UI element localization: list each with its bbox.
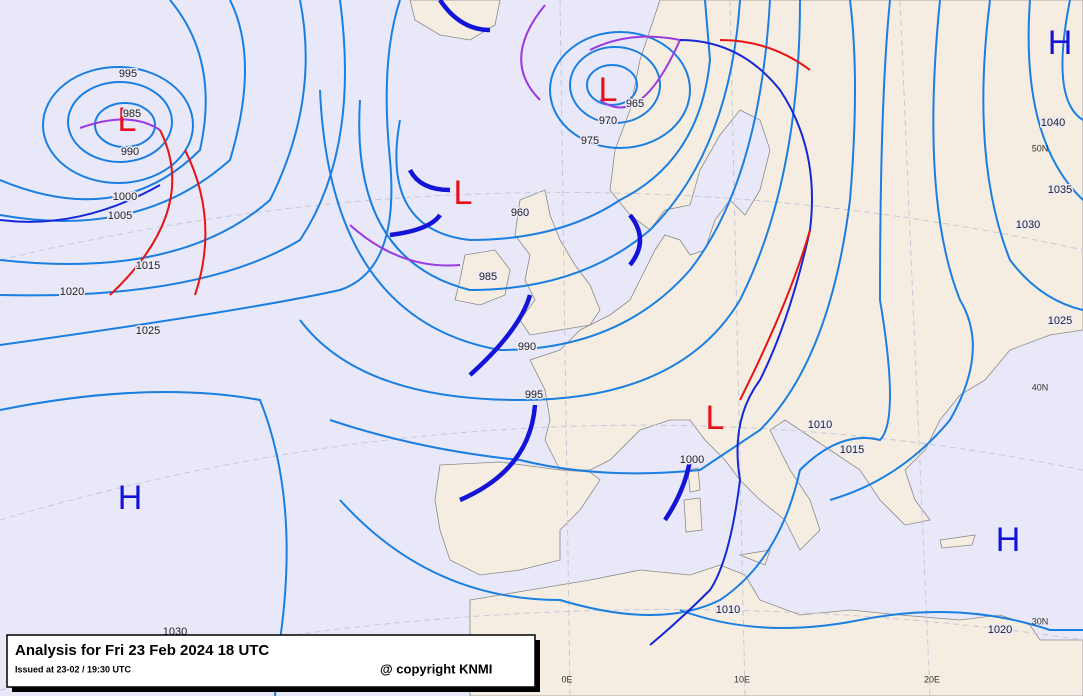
isobar bbox=[0, 0, 401, 346]
latitude-label: 40N bbox=[1032, 382, 1049, 392]
isobar bbox=[0, 391, 288, 696]
occluded-front bbox=[349, 224, 461, 267]
isobar bbox=[0, 0, 207, 201]
isobar bbox=[42, 66, 194, 184]
isobar bbox=[395, 0, 712, 242]
cold-front bbox=[649, 39, 813, 646]
isobar-label: 1040 bbox=[1041, 117, 1065, 129]
isobar-label: 995 bbox=[525, 389, 543, 401]
isobar-label: 970 bbox=[599, 115, 617, 127]
latitude-label: 30N bbox=[1032, 616, 1049, 626]
isobar-label: 1020 bbox=[988, 624, 1012, 636]
isobar bbox=[0, 0, 307, 265]
occluded-front bbox=[79, 118, 161, 131]
low-center: L bbox=[118, 101, 137, 139]
isobar bbox=[0, 0, 346, 297]
cold-front bbox=[0, 184, 161, 223]
warm-front bbox=[184, 149, 207, 296]
land-ireland bbox=[454, 249, 511, 306]
isobar-label: 1000 bbox=[113, 191, 137, 203]
low-center: L bbox=[599, 71, 618, 109]
high-center: H bbox=[118, 479, 143, 517]
low-center: L bbox=[706, 399, 725, 437]
isobar bbox=[67, 81, 173, 163]
warm-front bbox=[109, 129, 174, 296]
isobar-label: 990 bbox=[121, 146, 139, 158]
isobar bbox=[1061, 0, 1083, 121]
isobar-label: 1015 bbox=[136, 260, 160, 272]
isobar-label: 1020 bbox=[60, 286, 84, 298]
high-center: H bbox=[1048, 24, 1073, 62]
isobar bbox=[586, 64, 638, 106]
isobar-label: 995 bbox=[119, 68, 137, 80]
fronts bbox=[0, 0, 813, 646]
isobar bbox=[358, 0, 741, 292]
latitude-label: 50N bbox=[1032, 143, 1049, 153]
land-britain bbox=[514, 189, 601, 336]
isobar bbox=[299, 0, 801, 402]
low-center: L bbox=[454, 174, 473, 212]
trough bbox=[389, 0, 693, 522]
isobar bbox=[0, 0, 246, 222]
isobar-label: 1005 bbox=[108, 210, 132, 222]
isobar-label: 1030 bbox=[1016, 219, 1040, 231]
longitude-label: 0E bbox=[561, 674, 572, 684]
isobar bbox=[982, 0, 1083, 311]
isobar-label: 1015 bbox=[840, 444, 864, 456]
isobar-label: 990 bbox=[518, 341, 536, 353]
warm-front bbox=[719, 39, 811, 401]
longitude-label: 10E bbox=[734, 674, 750, 684]
isobar bbox=[1027, 0, 1083, 201]
isobar-label: 985 bbox=[123, 108, 141, 120]
occluded-front bbox=[520, 4, 546, 101]
isobar-label: 1010 bbox=[716, 604, 740, 616]
isobar-labels: 995 985 990 1000 1005 1015 1020 1025 103… bbox=[58, 66, 1073, 639]
isobar-label: 1025 bbox=[136, 325, 160, 337]
isobar-label: 960 bbox=[511, 207, 529, 219]
title-box bbox=[6, 634, 536, 688]
isobar-label: 1035 bbox=[1048, 184, 1072, 196]
isobar-label: 965 bbox=[626, 98, 644, 110]
isobar-label: 1010 bbox=[808, 419, 832, 431]
isobar-label: 1000 bbox=[680, 454, 704, 466]
isobar-label: 1025 bbox=[1048, 315, 1072, 327]
copyright: @ copyright KNMI bbox=[380, 661, 492, 676]
high-center: H bbox=[996, 521, 1021, 559]
isobar bbox=[549, 31, 691, 149]
isobar bbox=[329, 0, 856, 475]
longitude-label: 20E bbox=[924, 674, 940, 684]
isobar bbox=[94, 102, 156, 148]
isobar bbox=[679, 609, 1083, 631]
map-title: Analysis for Fri 23 Feb 2024 18 UTC bbox=[15, 642, 269, 659]
occluded-front bbox=[589, 35, 682, 109]
land-africa bbox=[469, 564, 1083, 696]
isobar bbox=[319, 0, 771, 352]
issued-time: Issued at 23-02 / 19:30 UTC bbox=[15, 664, 132, 674]
isobar-label: 985 bbox=[479, 271, 497, 283]
land-islands bbox=[683, 467, 976, 566]
isobar-label: 975 bbox=[581, 135, 599, 147]
isobar bbox=[339, 0, 891, 616]
isobar bbox=[829, 0, 974, 501]
isobar bbox=[569, 46, 661, 124]
